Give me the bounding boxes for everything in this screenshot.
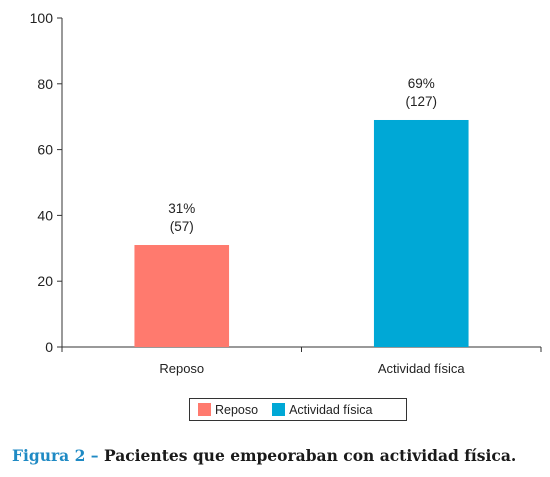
data-label-count: (57) xyxy=(170,219,194,234)
x-category-label: Reposo xyxy=(159,361,204,376)
legend-label-actividad: Actividad física xyxy=(289,402,373,417)
data-label-percent: 31% xyxy=(168,201,195,216)
x-category-label: Actividad física xyxy=(378,361,465,376)
figure-number: Figura 2 – xyxy=(12,446,99,465)
legend-item-reposo: Reposo xyxy=(198,403,258,417)
legend-item-actividad: Actividad física xyxy=(272,403,372,417)
y-tick-label: 100 xyxy=(30,10,54,26)
y-tick-label: 40 xyxy=(37,207,53,223)
legend: Reposo Actividad física xyxy=(189,398,407,421)
bar-reposo xyxy=(134,245,230,347)
y-tick-label: 0 xyxy=(45,339,53,355)
legend-swatch-actividad xyxy=(272,403,286,416)
data-label-count: (127) xyxy=(405,94,437,109)
figure-caption: Figura 2 – Pacientes que empeoraban con … xyxy=(12,446,516,465)
data-label-percent: 69% xyxy=(408,76,435,91)
bar-actividad-fisica xyxy=(373,119,469,348)
y-tick-label: 20 xyxy=(37,273,53,289)
legend-label-reposo: Reposo xyxy=(215,402,259,417)
legend-swatch-reposo xyxy=(198,403,211,416)
y-tick-label: 80 xyxy=(37,76,53,92)
figure-caption-text: Pacientes que empeoraban con actividad f… xyxy=(103,446,517,465)
bar-chart: 0 20 40 60 80 100 31% (57) Reposo 69% (127) Activid… xyxy=(30,10,542,376)
y-tick-label: 60 xyxy=(37,142,53,158)
